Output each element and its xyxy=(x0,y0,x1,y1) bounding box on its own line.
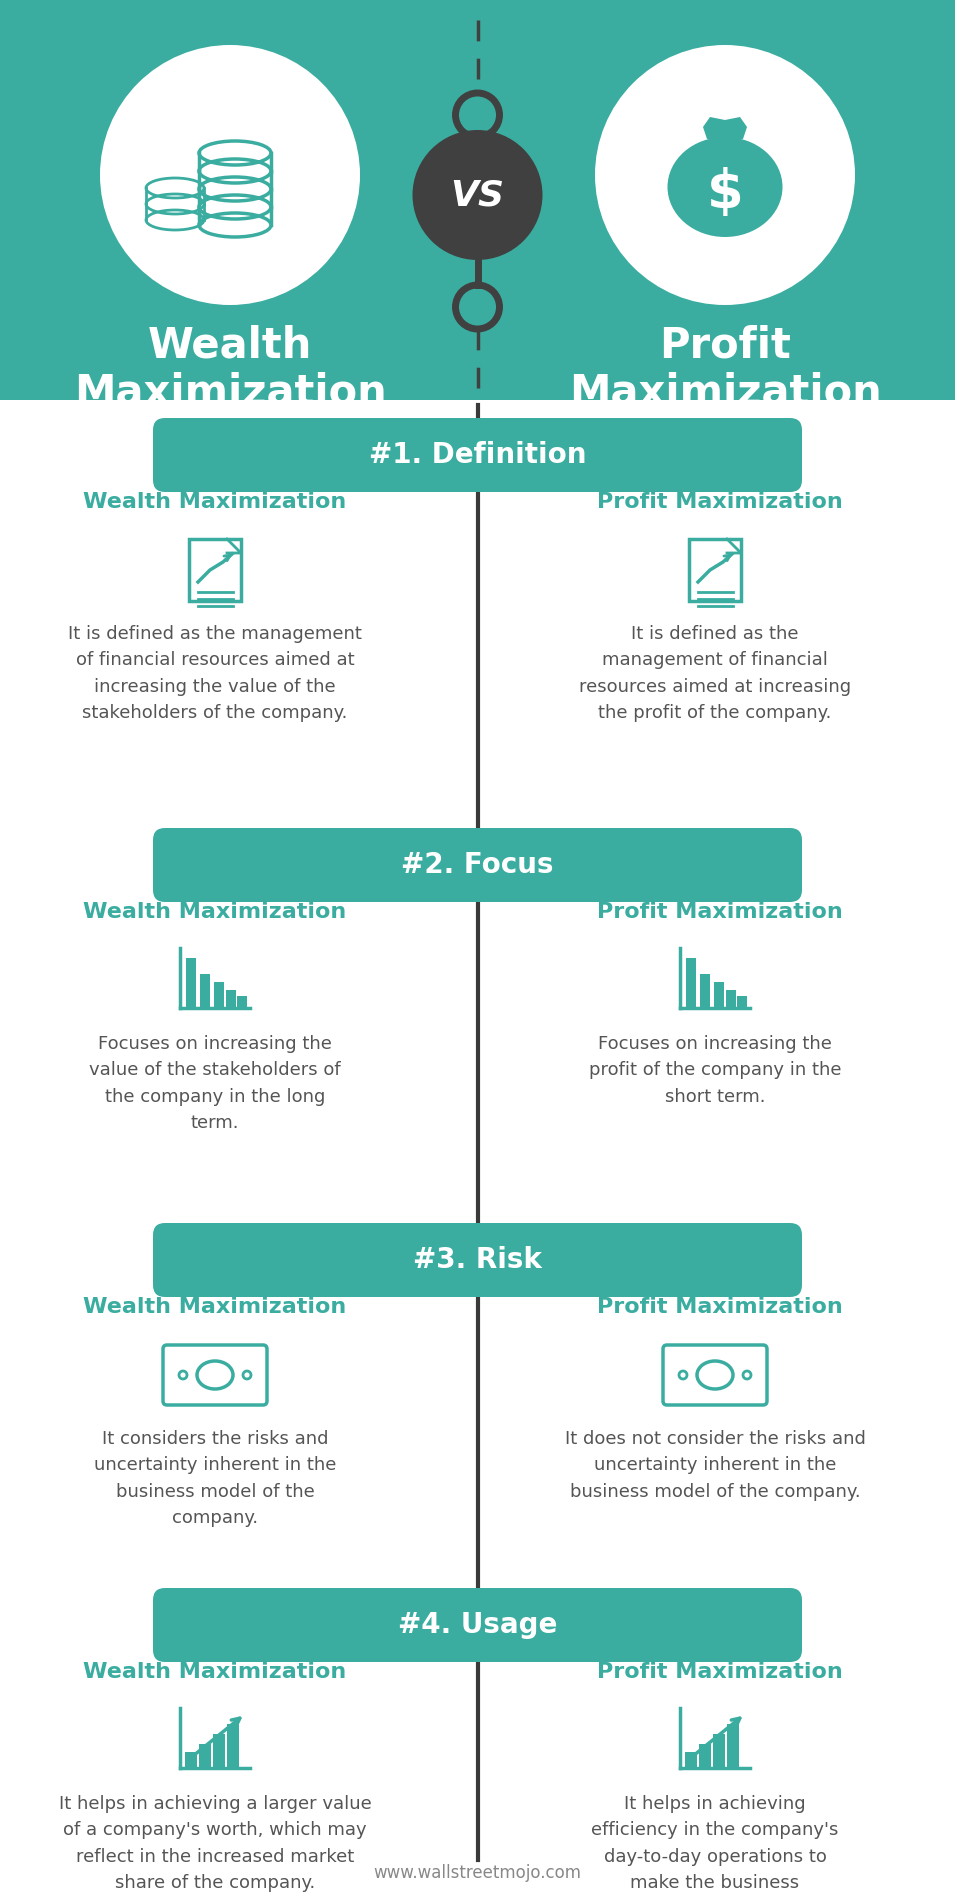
Text: It does not consider the risks and
uncertainty inherent in the
business model of: It does not consider the risks and uncer… xyxy=(564,1429,865,1501)
FancyBboxPatch shape xyxy=(153,1588,802,1662)
FancyBboxPatch shape xyxy=(737,996,747,1007)
FancyBboxPatch shape xyxy=(199,1743,211,1768)
Text: Wealth Maximization: Wealth Maximization xyxy=(83,901,347,922)
FancyBboxPatch shape xyxy=(0,399,955,1893)
Text: Profit Maximization: Profit Maximization xyxy=(597,1662,843,1683)
FancyBboxPatch shape xyxy=(214,982,224,1007)
Ellipse shape xyxy=(711,125,739,146)
Text: #2. Focus: #2. Focus xyxy=(401,852,554,878)
FancyBboxPatch shape xyxy=(685,1753,697,1768)
Circle shape xyxy=(595,45,855,305)
FancyBboxPatch shape xyxy=(185,1753,197,1768)
FancyBboxPatch shape xyxy=(226,990,236,1007)
Text: Wealth Maximization: Wealth Maximization xyxy=(83,492,347,511)
FancyBboxPatch shape xyxy=(213,1734,225,1768)
Circle shape xyxy=(413,131,542,259)
Text: It helps in achieving
efficiency in the company's
day-to-day operations to
make : It helps in achieving efficiency in the … xyxy=(591,1795,838,1893)
Text: Profit Maximization: Profit Maximization xyxy=(597,901,843,922)
Text: Focuses on increasing the
profit of the company in the
short term.: Focuses on increasing the profit of the … xyxy=(588,1035,841,1106)
FancyBboxPatch shape xyxy=(727,1725,739,1768)
Text: Wealth
Maximization: Wealth Maximization xyxy=(74,326,387,415)
FancyBboxPatch shape xyxy=(153,418,802,492)
Text: It helps in achieving a larger value
of a company's worth, which may
reflect in : It helps in achieving a larger value of … xyxy=(58,1795,371,1893)
FancyBboxPatch shape xyxy=(713,1734,725,1768)
FancyBboxPatch shape xyxy=(686,958,696,1007)
FancyBboxPatch shape xyxy=(153,1223,802,1297)
Text: Wealth Maximization: Wealth Maximization xyxy=(83,1662,347,1683)
Text: Profit Maximization: Profit Maximization xyxy=(597,492,843,511)
Ellipse shape xyxy=(668,136,782,237)
Text: #3. Risk: #3. Risk xyxy=(414,1246,541,1274)
FancyBboxPatch shape xyxy=(0,0,955,399)
Text: Profit Maximization: Profit Maximization xyxy=(597,1297,843,1318)
FancyBboxPatch shape xyxy=(714,982,724,1007)
FancyBboxPatch shape xyxy=(186,958,196,1007)
FancyBboxPatch shape xyxy=(699,1743,711,1768)
Text: VS: VS xyxy=(451,178,504,212)
Text: It is defined as the management
of financial resources aimed at
increasing the v: It is defined as the management of finan… xyxy=(68,625,362,723)
FancyBboxPatch shape xyxy=(153,827,802,901)
FancyBboxPatch shape xyxy=(200,975,210,1007)
Text: $: $ xyxy=(707,167,743,220)
FancyBboxPatch shape xyxy=(700,975,710,1007)
Text: It is defined as the
management of financial
resources aimed at increasing
the p: It is defined as the management of finan… xyxy=(579,625,851,723)
FancyBboxPatch shape xyxy=(726,990,736,1007)
FancyBboxPatch shape xyxy=(227,1725,239,1768)
Polygon shape xyxy=(703,117,747,138)
Text: Focuses on increasing the
value of the stakeholders of
the company in the long
t: Focuses on increasing the value of the s… xyxy=(89,1035,341,1132)
Text: www.wallstreetmojo.com: www.wallstreetmojo.com xyxy=(373,1865,582,1882)
Text: It considers the risks and
uncertainty inherent in the
business model of the
com: It considers the risks and uncertainty i… xyxy=(94,1429,336,1528)
Circle shape xyxy=(100,45,360,305)
FancyBboxPatch shape xyxy=(237,996,247,1007)
Text: #4. Usage: #4. Usage xyxy=(398,1611,557,1639)
Text: Wealth Maximization: Wealth Maximization xyxy=(83,1297,347,1318)
Text: #1. Definition: #1. Definition xyxy=(369,441,586,469)
Text: Profit
Maximization: Profit Maximization xyxy=(568,326,881,415)
